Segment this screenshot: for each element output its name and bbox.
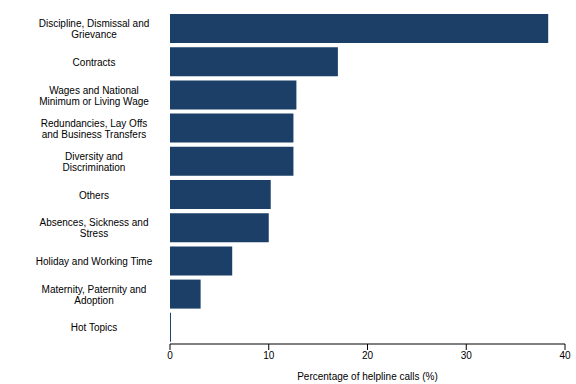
svg-text:Holiday and Working Time: Holiday and Working Time	[36, 256, 153, 267]
svg-text:Maternity, Paternity andAdopti: Maternity, Paternity andAdoption	[42, 283, 147, 305]
svg-text:Diversity andDiscrimination: Diversity andDiscrimination	[63, 150, 126, 172]
svg-text:0: 0	[167, 350, 173, 361]
svg-text:Wages and NationalMinimum or L: Wages and NationalMinimum or Living Wage	[39, 84, 149, 106]
svg-text:Redundancies, Lay Offsand Busi: Redundancies, Lay Offsand Business Trans…	[41, 117, 148, 139]
svg-text:Discipline, Dismissal andGriev: Discipline, Dismissal andGrievance	[39, 18, 150, 40]
svg-text:10: 10	[263, 350, 275, 361]
svg-text:40: 40	[559, 350, 568, 361]
svg-text:Contracts: Contracts	[73, 56, 116, 67]
svg-text:30: 30	[461, 350, 473, 361]
svg-text:Others: Others	[79, 189, 109, 200]
svg-text:Percentage of helpline calls (: Percentage of helpline calls (%)	[297, 371, 438, 382]
svg-text:Absences, Sickness andStress: Absences, Sickness andStress	[40, 217, 149, 239]
svg-text:Hot Topics: Hot Topics	[71, 322, 118, 333]
svg-text:20: 20	[362, 350, 374, 361]
